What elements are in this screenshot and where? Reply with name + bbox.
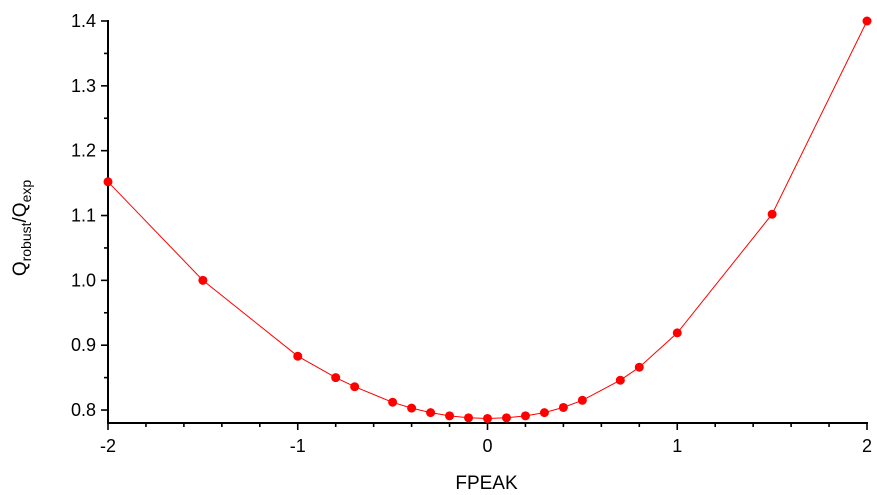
data-point: [331, 373, 341, 383]
y-title-sub-robust: robust: [18, 222, 34, 261]
data-point: [464, 413, 474, 423]
data-point: [558, 402, 568, 412]
series-line: [107, 20, 868, 420]
x-tick-label: -2: [100, 436, 116, 456]
data-point: [577, 395, 587, 405]
data-point: [293, 351, 303, 361]
y-axis-ticks: 0.8 0.9 1.0 1.1 1.2 1.3 1.4: [71, 11, 108, 420]
y-title-q2: Q: [10, 202, 31, 217]
data-point: [350, 382, 360, 392]
y-tick-label: 0.9: [71, 335, 96, 355]
data-point: [388, 397, 398, 407]
data-point: [103, 177, 113, 187]
data-point: [445, 411, 455, 421]
data-point: [198, 275, 208, 285]
y-tick-label: 1.2: [71, 141, 96, 161]
y-tick-label: 1.3: [71, 76, 96, 96]
data-point: [767, 209, 777, 219]
data-point: [407, 403, 417, 413]
data-point: [672, 328, 682, 338]
x-tick-label: 2: [862, 436, 872, 456]
data-point: [426, 408, 436, 418]
x-tick-label: 1: [672, 436, 682, 456]
x-tick-label: -1: [290, 436, 306, 456]
y-title-q1: Q: [10, 261, 31, 276]
y-tick-label: 1.1: [71, 206, 96, 226]
x-tick-label: 0: [482, 436, 492, 456]
series-layer: [103, 16, 872, 423]
y-tick-label: 1.4: [71, 11, 96, 31]
data-point: [501, 413, 511, 423]
data-point: [862, 16, 872, 26]
y-axis-title: Qrobust/Qexp: [10, 180, 34, 277]
data-point: [483, 413, 492, 423]
x-axis-ticks: -2 -1 0 1 2: [100, 423, 872, 456]
data-point: [615, 375, 625, 385]
data-point: [634, 362, 644, 372]
y-tick-label: 0.8: [71, 400, 96, 420]
y-title-slash: /: [10, 216, 31, 222]
y-title-sub-exp: exp: [18, 180, 34, 203]
data-point: [539, 408, 549, 418]
data-point: [520, 411, 530, 421]
y-tick-label: 1.0: [71, 270, 96, 290]
x-axis-title: FPEAK: [455, 473, 518, 494]
